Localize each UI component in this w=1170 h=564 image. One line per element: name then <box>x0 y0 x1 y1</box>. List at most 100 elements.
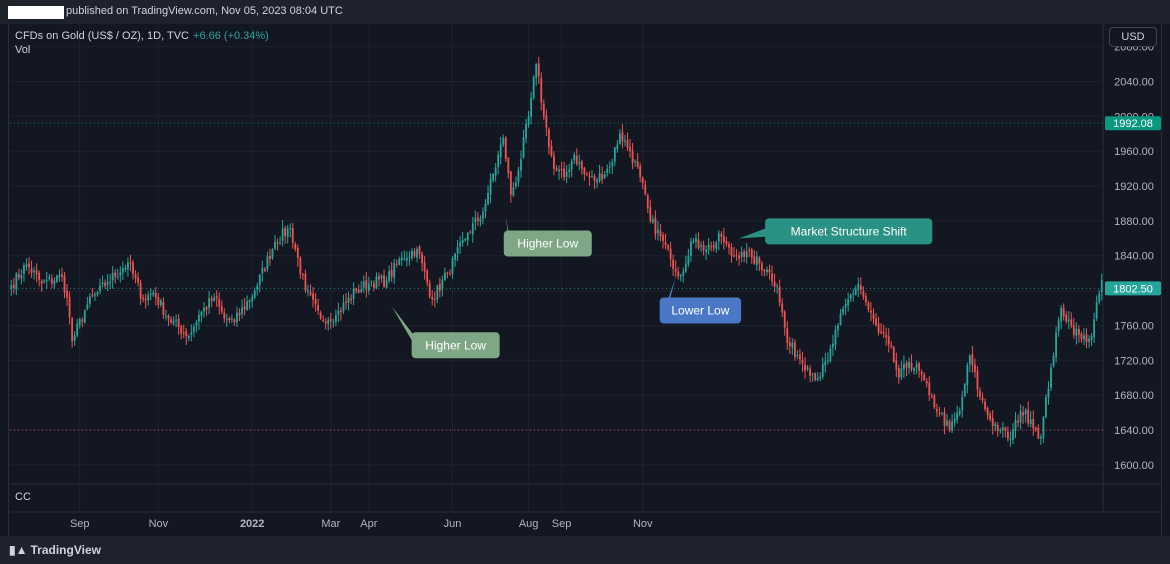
candle-body <box>532 76 535 98</box>
candle-body <box>1024 410 1027 415</box>
candle-body <box>360 289 363 293</box>
candle-body <box>1075 328 1078 336</box>
candle-body <box>1080 333 1083 340</box>
candle-body <box>811 373 814 375</box>
candle-body <box>890 345 893 347</box>
y-tick-label: 1960.00 <box>1114 146 1154 158</box>
candle-body <box>677 271 680 277</box>
candle-body <box>398 259 401 265</box>
candle-body <box>129 262 132 264</box>
candle-body <box>299 257 302 275</box>
candle-body <box>624 140 626 142</box>
candle-body <box>733 255 735 257</box>
candle-body <box>78 319 81 326</box>
candle-body <box>603 173 606 178</box>
candle-body <box>593 176 596 181</box>
candle-body <box>540 77 543 103</box>
candle-body <box>1042 417 1045 438</box>
candle-body <box>750 249 753 258</box>
candle-body <box>976 370 979 390</box>
candle-body <box>418 247 421 254</box>
candle-body <box>258 274 261 285</box>
currency-button[interactable]: USD <box>1109 27 1157 47</box>
candle-body <box>753 256 756 264</box>
chart-frame[interactable] <box>8 24 1162 536</box>
y-tick-label: 1680.00 <box>1114 390 1154 402</box>
candle-body <box>162 301 165 316</box>
candle-body <box>220 306 223 312</box>
candle-body <box>101 282 104 285</box>
candle-body <box>1060 308 1063 322</box>
candle-body <box>613 147 616 162</box>
candle-body <box>195 322 198 326</box>
candle-body <box>1037 427 1040 439</box>
candle-body <box>618 133 621 144</box>
tradingview-logo[interactable]: ▮▲ TradingView <box>9 543 101 557</box>
candle-body <box>489 179 492 195</box>
candle-body <box>256 285 259 290</box>
candle-body <box>705 249 708 252</box>
candle-body <box>210 298 213 301</box>
candle-body <box>745 251 748 258</box>
candle-body <box>177 318 180 328</box>
callout-box <box>659 297 742 324</box>
candle-body <box>1014 420 1017 431</box>
candle-body <box>388 271 391 281</box>
candle-body <box>778 286 781 303</box>
candle-body <box>971 354 974 366</box>
candle-body <box>935 409 938 412</box>
callout-label: Higher Low <box>425 338 486 352</box>
candle-body <box>1065 314 1068 322</box>
candle-body <box>961 396 964 411</box>
candle-body <box>915 363 918 368</box>
candle-body <box>309 291 312 296</box>
candle-body <box>375 276 378 289</box>
candle-body <box>887 336 890 345</box>
candle-body <box>801 359 804 364</box>
candle-body <box>892 347 895 362</box>
candle-body <box>606 168 609 173</box>
candle-body <box>266 256 269 270</box>
candle-body <box>355 288 358 291</box>
candle-body <box>492 174 495 181</box>
candle-body <box>261 267 264 274</box>
candle-body <box>1055 332 1057 357</box>
candle-body <box>1052 355 1055 367</box>
footer-bar <box>0 536 1170 564</box>
candle-body <box>428 282 431 297</box>
candle-body <box>66 290 68 298</box>
candle-body <box>527 116 530 126</box>
candle-body <box>953 418 956 422</box>
candle-body <box>433 298 436 300</box>
candle-body <box>509 171 512 195</box>
price-tag-label: 1992.08 <box>1113 118 1153 130</box>
candle-body <box>342 302 345 312</box>
candle-body <box>408 256 411 258</box>
candle-body <box>241 307 243 314</box>
candle-body <box>269 256 271 260</box>
candle-body <box>761 263 763 271</box>
callout-label: Higher Low <box>517 237 578 251</box>
candle-body <box>679 274 682 277</box>
candle-body <box>385 280 388 288</box>
candle-body <box>185 331 188 337</box>
candle-body <box>816 377 819 381</box>
candle-body <box>1050 367 1052 388</box>
candle-body <box>395 263 398 265</box>
candle-body <box>286 228 289 238</box>
candle-body <box>852 293 855 295</box>
candle-body <box>253 290 256 298</box>
candle-body <box>692 241 695 243</box>
cc-pane-label: CC <box>15 491 31 503</box>
candle-body <box>291 228 294 243</box>
candle-body <box>905 362 908 368</box>
candle-body <box>525 123 527 139</box>
callout-box <box>503 230 592 257</box>
candle-body <box>296 248 299 259</box>
candle-body <box>542 103 545 117</box>
candle-body <box>20 274 23 279</box>
candle-body <box>689 241 692 256</box>
candle-body <box>200 311 203 316</box>
candle-body <box>1045 397 1047 418</box>
